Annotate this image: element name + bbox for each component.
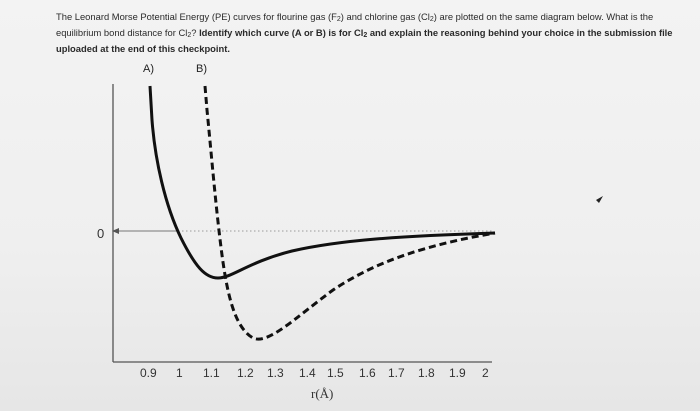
question-text: The Leonard Morse Potential Energy (PE) … xyxy=(56,10,676,55)
question-part-4: ? xyxy=(191,27,200,38)
x-tick-label: 1.9 xyxy=(449,366,466,380)
question-bold-part-1: Identify which curve (A or B) is for Cl xyxy=(199,27,364,38)
zero-arrow-head xyxy=(112,228,119,234)
x-tick-label: 1 xyxy=(176,366,183,380)
subscript: 2 xyxy=(429,16,434,23)
x-tick-label: 1.1 xyxy=(203,366,220,380)
question-part-3: ) are plotted on the same diagram below.… xyxy=(56,11,654,38)
x-axis-title: r(Å) xyxy=(311,386,334,401)
curve-a-label: A) xyxy=(143,63,154,75)
x-tick-label: 1.2 xyxy=(237,366,254,380)
question-bold-part-2: and explain the reasoning behind your ch… xyxy=(56,27,673,54)
question-part-1: The Leonard Morse Potential Energy (PE) … xyxy=(56,11,337,22)
subscript: 2 xyxy=(363,32,368,39)
x-tick-label: 1.3 xyxy=(267,366,284,380)
question-part-2: ) and chlorine gas (Cl xyxy=(340,11,430,22)
x-tick-label: 1.7 xyxy=(388,366,405,380)
x-tick-label: 0.9 xyxy=(140,366,157,380)
x-tick-label: 1.8 xyxy=(418,366,435,380)
subscript: 2 xyxy=(336,16,341,23)
curve-a xyxy=(148,85,496,280)
x-tick-label: 1.5 xyxy=(327,366,344,380)
x-tick-label: 2 xyxy=(482,366,489,380)
cursor-icon xyxy=(596,196,603,203)
x-tick-label: 1.6 xyxy=(359,366,376,380)
x-tick-label: 1.4 xyxy=(299,366,316,380)
subscript: 2 xyxy=(187,32,192,39)
curve-b-label: B) xyxy=(196,63,207,75)
curve-b xyxy=(203,85,496,341)
zero-label: 0 xyxy=(97,226,105,241)
